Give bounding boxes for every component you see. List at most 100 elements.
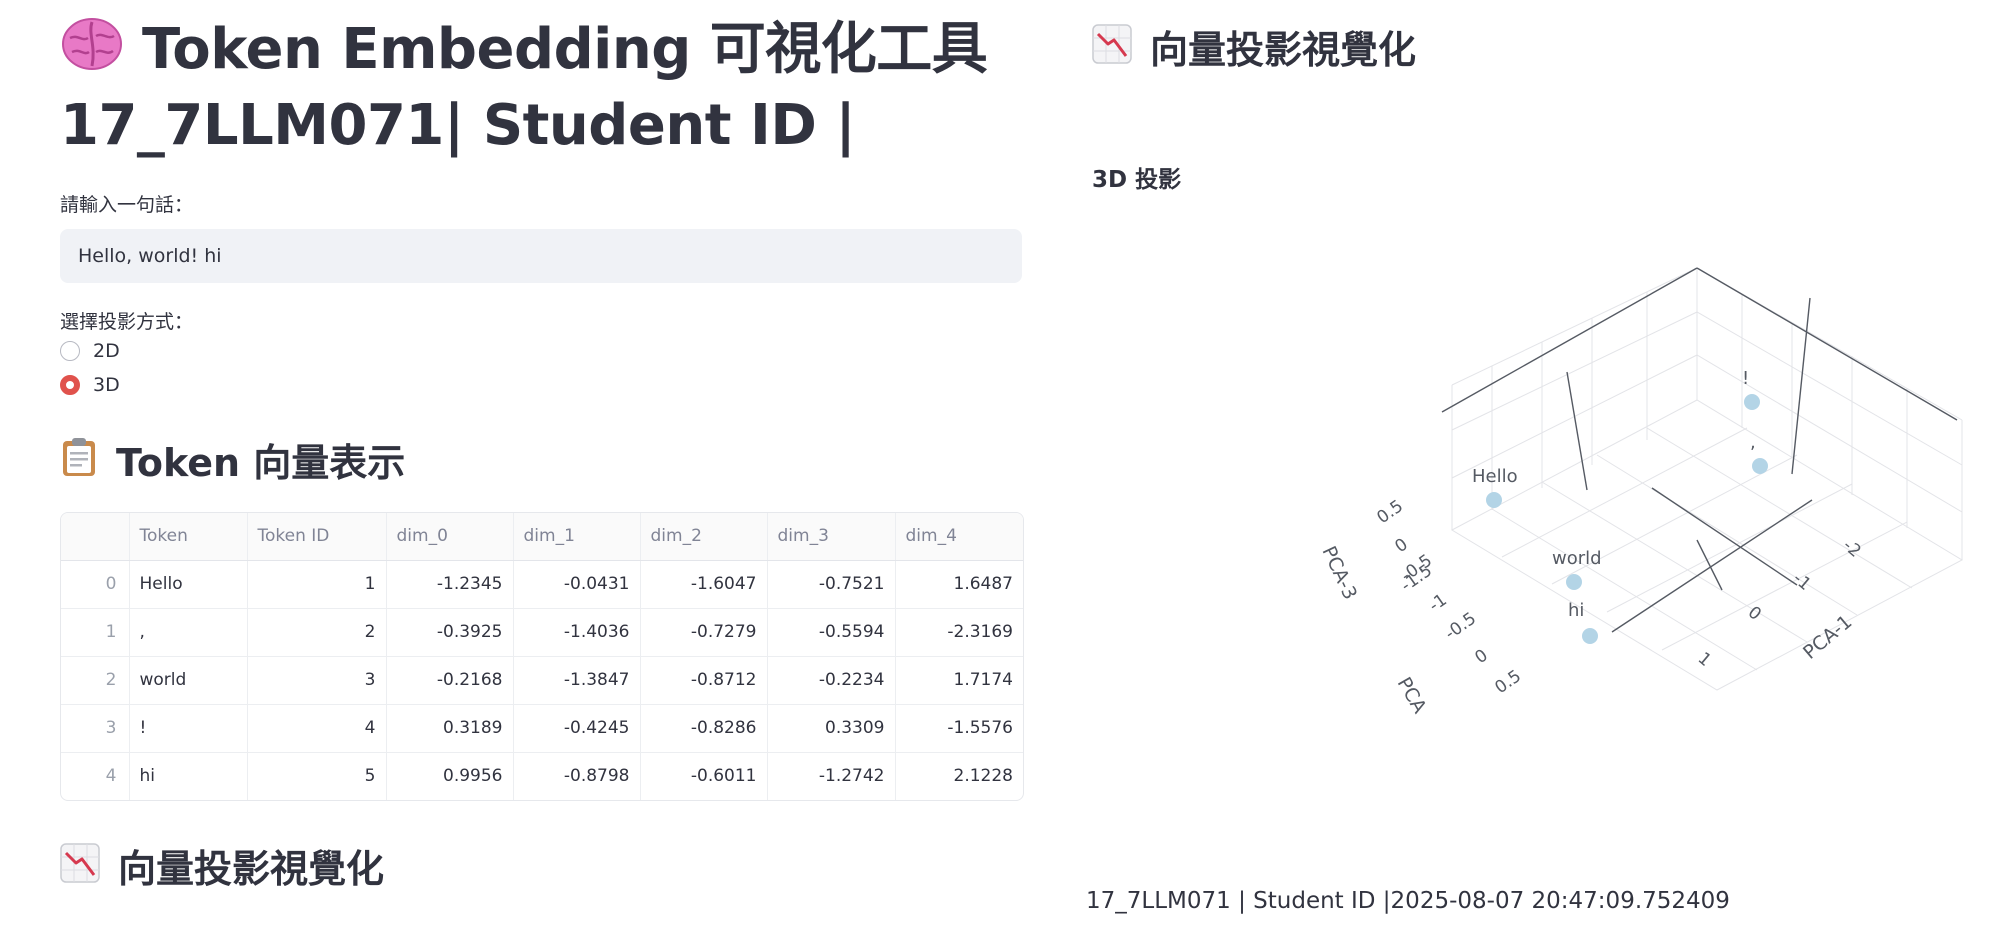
table-row: 0 Hello 1 -1.2345 -0.0431 -1.6047 -0.752… bbox=[61, 560, 1023, 609]
column-header-token-id[interactable]: Token ID bbox=[247, 512, 387, 561]
cell-token[interactable]: world bbox=[129, 656, 248, 705]
radio-option-2d[interactable]: 2D bbox=[60, 334, 1022, 368]
projection-subheader: 3D 投影 bbox=[1092, 167, 1182, 193]
plot-axes bbox=[1441, 267, 1958, 633]
scatter-3d-plot[interactable]: -2 -1 0 1 PCA-1 -1.5 -1 -0.5 0 0.5 PCA 0… bbox=[1092, 0, 1992, 935]
cell-token-id[interactable]: 4 bbox=[247, 704, 387, 753]
cell-token[interactable]: hi bbox=[129, 752, 248, 800]
cell-token-id[interactable]: 2 bbox=[247, 608, 387, 657]
cell-token[interactable]: , bbox=[129, 608, 248, 657]
cell-dim-1[interactable]: -0.0431 bbox=[513, 560, 641, 609]
cell-dim-4[interactable]: -2.3169 bbox=[895, 608, 1023, 657]
cell-dim-1[interactable]: -0.4245 bbox=[513, 704, 641, 753]
cell-dim-1[interactable]: -1.4036 bbox=[513, 608, 641, 657]
table-row: 1 , 2 -0.3925 -1.4036 -0.7279 -0.5594 -2… bbox=[61, 608, 1023, 657]
point-label: world bbox=[1552, 548, 1602, 569]
column-header-dim-2[interactable]: dim_2 bbox=[640, 512, 768, 561]
x-ticks: -2 -1 0 1 bbox=[1694, 536, 1865, 671]
cell-token-id[interactable]: 3 bbox=[247, 656, 387, 705]
cell-dim-4[interactable]: 1.6487 bbox=[895, 560, 1023, 609]
cell-dim-2[interactable]: -0.8712 bbox=[640, 656, 768, 705]
cell-dim-3[interactable]: 0.3309 bbox=[767, 704, 896, 753]
cell-dim-1[interactable]: -1.3847 bbox=[513, 656, 641, 705]
y-axis-label: PCA bbox=[1393, 674, 1431, 718]
y-ticks: -1.5 -1 -0.5 0 0.5 bbox=[1397, 561, 1525, 698]
cell-dim-0[interactable]: -0.3925 bbox=[386, 608, 514, 657]
x-tick-label: -2 bbox=[1839, 536, 1865, 562]
sentence-input-label: 請輸入一句話： bbox=[60, 193, 194, 216]
cell-dim-2[interactable]: -1.6047 bbox=[640, 560, 768, 609]
x-tick-label: 1 bbox=[1694, 649, 1715, 671]
y-tick-label: -0.5 bbox=[1441, 609, 1480, 644]
y-tick-label: 0.5 bbox=[1491, 666, 1525, 698]
token-vector-title: Token 向量表示 bbox=[116, 440, 406, 485]
cell-dim-4[interactable]: -1.5576 bbox=[895, 704, 1023, 753]
cell-token-id[interactable]: 5 bbox=[247, 752, 387, 800]
column-header-dim-0[interactable]: dim_0 bbox=[386, 512, 514, 561]
brain-icon bbox=[60, 16, 124, 90]
cell-token-id[interactable]: 1 bbox=[247, 560, 387, 609]
cell-dim-0[interactable]: -0.2168 bbox=[386, 656, 514, 705]
viz-title-right: 向量投影視覺化 bbox=[1150, 28, 1417, 72]
cell-dim-4[interactable]: 1.7174 bbox=[895, 656, 1023, 705]
y-tick-label: -1 bbox=[1425, 590, 1450, 616]
radio-2d-label: 2D bbox=[93, 339, 120, 362]
plot-grid bbox=[1450, 267, 1964, 691]
table-row: 2 world 3 -0.2168 -1.3847 -0.8712 -0.223… bbox=[61, 656, 1023, 705]
row-index: 1 bbox=[61, 608, 130, 657]
z-tick-label: 0 bbox=[1391, 535, 1411, 558]
column-header-token[interactable]: Token bbox=[129, 512, 248, 561]
cell-dim-0[interactable]: -1.2345 bbox=[386, 560, 514, 609]
scatter-point[interactable] bbox=[1744, 394, 1760, 410]
point-label: , bbox=[1750, 432, 1756, 453]
cell-dim-3[interactable]: -0.5594 bbox=[767, 608, 896, 657]
viz-heading-right: 向量投影視覺化 bbox=[1092, 24, 1416, 76]
token-table[interactable]: Token Token ID dim_0 dim_1 dim_2 dim_3 d… bbox=[60, 511, 1024, 801]
cell-dim-4[interactable]: 2.1228 bbox=[953, 766, 1013, 787]
cell-token[interactable]: ! bbox=[129, 704, 248, 753]
sentence-input[interactable] bbox=[60, 228, 1022, 283]
viz-heading-left: 向量投影視覺化 bbox=[60, 843, 1022, 895]
cell-dim-2[interactable]: -0.6011 bbox=[640, 752, 768, 800]
cell-dim-0[interactable]: 0.3189 bbox=[386, 704, 514, 753]
radio-3d-circle[interactable] bbox=[60, 374, 80, 395]
cell-dim-1[interactable]: -0.8798 bbox=[513, 752, 641, 800]
column-header-dim-3[interactable]: dim_3 bbox=[767, 512, 896, 561]
radio-option-3d[interactable]: 3D bbox=[60, 368, 1022, 402]
table-row: 3 ! 4 0.3189 -0.4245 -0.8286 0.3309 -1.5… bbox=[61, 704, 1023, 753]
main-column: Token Embedding 可視化工具 17_7LLM071| Studen… bbox=[60, 0, 1024, 895]
cell-dim-3[interactable]: -1.2742 bbox=[767, 752, 896, 800]
footer-info: 17_7LLM071 | Student ID |2025-08-07 20:4… bbox=[1086, 888, 1730, 914]
cell-dim-2[interactable]: -0.7279 bbox=[640, 608, 768, 657]
plot-column: 向量投影視覺化 3D 投影 -2 -1 0 bbox=[1086, 0, 1992, 935]
point-label: hi bbox=[1568, 600, 1584, 621]
scatter-point[interactable] bbox=[1566, 574, 1582, 590]
z-ticks: 0.5 0 -0.5 bbox=[1373, 496, 1436, 586]
row-index: 2 bbox=[61, 656, 130, 705]
point-label: ! bbox=[1742, 368, 1749, 389]
scatter-points: Hello, world! hi bbox=[1472, 368, 1768, 644]
cell-dim-2[interactable]: -0.8286 bbox=[640, 704, 768, 753]
y-tick-label: 0 bbox=[1471, 646, 1491, 669]
scatter-point[interactable] bbox=[1752, 458, 1768, 474]
z-tick-label: 0.5 bbox=[1373, 496, 1407, 528]
cell-dim-3[interactable]: -0.7521 bbox=[767, 560, 896, 609]
token-vector-heading: Token 向量表示 bbox=[60, 436, 1022, 490]
radio-3d-label: 3D bbox=[93, 373, 120, 396]
point-label: Hello bbox=[1472, 466, 1518, 487]
scatter-point[interactable] bbox=[1486, 492, 1502, 508]
row-index: 3 bbox=[61, 704, 130, 753]
row-index: 4 bbox=[61, 752, 130, 800]
cell-dim-0[interactable]: 0.9956 bbox=[386, 752, 514, 800]
cell-token[interactable]: Hello bbox=[129, 560, 248, 609]
column-header-dim-1[interactable]: dim_1 bbox=[513, 512, 641, 561]
column-header-dim-4[interactable]: dim_4 bbox=[895, 512, 1023, 561]
radio-2d-circle[interactable] bbox=[60, 340, 80, 361]
column-header-index[interactable] bbox=[61, 512, 130, 561]
z-axis-label: PCA-3 bbox=[1317, 543, 1361, 603]
cell-dim-3[interactable]: -0.2234 bbox=[767, 656, 896, 705]
table-header-row: Token Token ID dim_0 dim_1 dim_2 dim_3 d… bbox=[61, 512, 1023, 561]
scatter-point[interactable] bbox=[1582, 628, 1598, 644]
page-title: Token Embedding 可視化工具 17_7LLM071| Studen… bbox=[60, 14, 1022, 162]
projection-label: 選擇投影方式： bbox=[60, 310, 194, 333]
